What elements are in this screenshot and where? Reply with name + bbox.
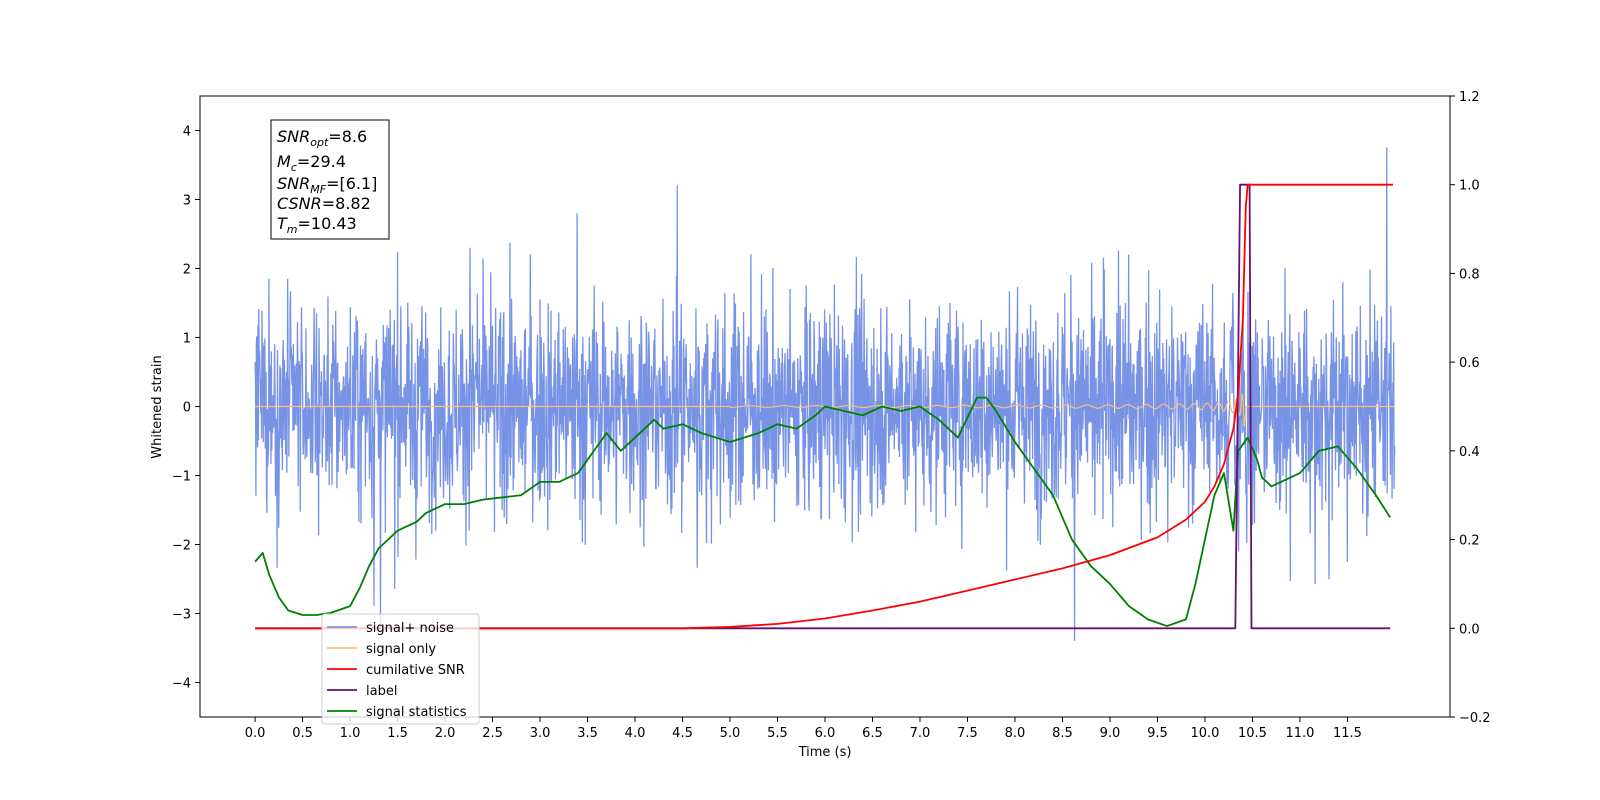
info-mc-sub: c bbox=[291, 161, 297, 174]
info-mc-value: =29.4 bbox=[297, 152, 346, 171]
series-signal-noise-line bbox=[254, 147, 1396, 641]
y-axis-label: Whitened strain bbox=[150, 355, 165, 458]
y2-tick-label: 1.0 bbox=[1459, 179, 1480, 194]
x-tick-label: 3.0 bbox=[530, 726, 551, 741]
series-cumulative-snr-line bbox=[255, 183, 1394, 630]
info-snr-mf-sub: MF bbox=[310, 183, 326, 196]
x-tick-label: 2.5 bbox=[482, 726, 503, 741]
x-tick-label: 3.5 bbox=[577, 726, 598, 741]
x-tick-label: 0.5 bbox=[292, 726, 313, 741]
series-label-line bbox=[255, 183, 1391, 630]
info-box: SNRopt=8.6 Mc=29.4 SNRMF=[6.1] CSNR=8.82… bbox=[270, 119, 390, 240]
info-mc-main: M bbox=[277, 152, 291, 171]
y-tick-label: 1 bbox=[183, 332, 191, 347]
x-tick-label: 9.0 bbox=[1100, 726, 1121, 741]
x-tick-label: 5.5 bbox=[767, 726, 788, 741]
legend-label: signal statistics bbox=[366, 705, 467, 720]
x-tick-label: 8.0 bbox=[1005, 726, 1026, 741]
x-tick-label: 7.0 bbox=[910, 726, 931, 741]
x-tick-label: 1.5 bbox=[387, 726, 408, 741]
y-tick-label: −1 bbox=[172, 470, 191, 485]
y-tick-label: 2 bbox=[183, 263, 191, 278]
y2-tick-label: −0.2 bbox=[1459, 711, 1491, 726]
info-csnr-main: CSNR bbox=[277, 194, 322, 213]
y-tick-label: 4 bbox=[183, 125, 191, 140]
y2-tick-label: 0.8 bbox=[1459, 267, 1480, 282]
info-tm: Tm=10.43 bbox=[277, 214, 357, 236]
info-snr-mf-value: =[6.1] bbox=[326, 174, 377, 193]
y-tick-label: 0 bbox=[183, 401, 191, 416]
y2-tick-label: 0.6 bbox=[1459, 356, 1480, 371]
info-csnr-value: =8.82 bbox=[322, 194, 371, 213]
y-tick-label: −2 bbox=[172, 539, 191, 554]
x-tick-label: 7.5 bbox=[957, 726, 978, 741]
x-tick-label: 9.5 bbox=[1147, 726, 1168, 741]
x-tick-label: 5.0 bbox=[720, 726, 741, 741]
info-snr-opt-sub: opt bbox=[310, 136, 329, 149]
y-tick-label: −4 bbox=[172, 677, 191, 692]
x-tick-label: 10.5 bbox=[1238, 726, 1267, 741]
y2-tick-label: 0.4 bbox=[1459, 445, 1480, 460]
legend-label: label bbox=[366, 684, 397, 699]
series-signal-statistics-line bbox=[254, 396, 1391, 627]
x-tick-label: 11.5 bbox=[1333, 726, 1362, 741]
legend: signal+ noise signal only cumilative SNR la… bbox=[321, 613, 480, 725]
info-snr-mf-main: SNR bbox=[277, 174, 310, 193]
info-snr-opt-value: =8.6 bbox=[328, 127, 367, 146]
info-tm-main: T bbox=[277, 214, 288, 233]
info-tm-value: =10.43 bbox=[298, 214, 357, 233]
x-tick-label: 11.0 bbox=[1285, 726, 1314, 741]
legend-label: signal only bbox=[366, 642, 436, 657]
y-axis-left: 4 3 2 1 0 −1 −2 −3 −4 bbox=[172, 125, 200, 692]
x-tick-label: 6.0 bbox=[815, 726, 836, 741]
plot-frame bbox=[199, 95, 1451, 718]
legend-label: signal+ noise bbox=[366, 621, 454, 636]
y2-tick-label: 0.0 bbox=[1459, 622, 1480, 637]
x-tick-label: 10.0 bbox=[1190, 726, 1219, 741]
info-snr-opt-main: SNR bbox=[277, 127, 310, 146]
x-axis: 0.0 0.5 1.0 1.5 2.0 2.5 3.0 3.5 4.0 4.5 5.0 5.5 6.0 6… bbox=[245, 717, 1362, 741]
y2-tick-label: 1.2 bbox=[1459, 90, 1480, 105]
x-axis-label: Time (s) bbox=[798, 745, 852, 760]
x-tick-label: 6.5 bbox=[862, 726, 883, 741]
x-tick-label: 4.0 bbox=[625, 726, 646, 741]
info-snr-mf: SNRMF=[6.1] bbox=[277, 174, 377, 196]
y-axis-right: 1.2 1.0 0.8 0.6 0.4 0.2 0.0 −0.2 bbox=[1450, 90, 1491, 726]
info-csnr: CSNR=8.82 bbox=[277, 194, 371, 213]
x-tick-label: 1.0 bbox=[340, 726, 361, 741]
info-box-frame bbox=[270, 119, 390, 240]
info-snr-opt: SNRopt=8.6 bbox=[277, 127, 367, 149]
info-tm-sub: m bbox=[287, 223, 298, 236]
y2-tick-label: 0.2 bbox=[1459, 534, 1480, 549]
legend-frame bbox=[321, 613, 480, 725]
x-tick-label: 0.0 bbox=[245, 726, 266, 741]
y-tick-label: −3 bbox=[172, 608, 191, 623]
info-mc: Mc=29.4 bbox=[277, 152, 346, 174]
x-tick-label: 8.5 bbox=[1052, 726, 1073, 741]
legend-label: cumilative SNR bbox=[366, 663, 465, 678]
x-tick-label: 2.0 bbox=[435, 726, 456, 741]
plot-area bbox=[254, 147, 1396, 641]
y-tick-label: 3 bbox=[183, 194, 191, 209]
x-tick-label: 4.5 bbox=[672, 726, 693, 741]
